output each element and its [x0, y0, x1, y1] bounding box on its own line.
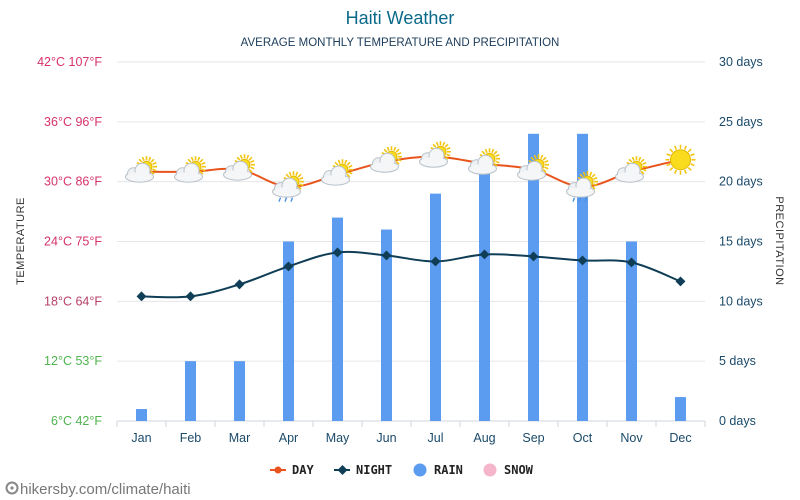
- pin-icon-dot: [10, 486, 14, 490]
- x-tick-label: Jun: [376, 431, 396, 445]
- x-tick-label: Jul: [428, 431, 444, 445]
- right-axis-title: PRECIPITATION: [773, 196, 785, 285]
- right-tick-label: 0 days: [719, 414, 756, 428]
- left-tick-label: 18°C 64°F: [44, 294, 102, 308]
- legend-item-day[interactable]: DAY: [270, 463, 314, 477]
- rain-bar: [381, 229, 392, 421]
- legend-label: RAIN: [434, 463, 463, 477]
- rain-bar: [185, 361, 196, 421]
- x-tick-label: Aug: [473, 431, 495, 445]
- partly-cloudy-icon: [419, 141, 451, 168]
- left-tick-label: 42°C 107°F: [37, 55, 102, 69]
- right-tick-label: 30 days: [719, 55, 763, 69]
- x-tick-label: Sep: [522, 431, 544, 445]
- chart-legend: DAY NIGHT RAIN SNOW: [270, 463, 534, 477]
- rain-bar: [577, 133, 588, 422]
- partly-cloudy-icon: [468, 148, 500, 175]
- night-point: [185, 291, 196, 302]
- partly-cloudy-icon: [125, 156, 157, 183]
- legend-swatch: [413, 463, 427, 477]
- temperature-lines: [136, 155, 686, 302]
- x-tick-label: Oct: [573, 431, 593, 445]
- partly-cloudy-icon: [223, 154, 255, 181]
- x-tick-label: Dec: [669, 431, 691, 445]
- rain-bar: [528, 133, 539, 422]
- partly-cloudy-icon: [370, 146, 402, 173]
- legend-item-night[interactable]: NIGHT: [334, 463, 392, 477]
- x-tick-label: Feb: [180, 431, 202, 445]
- legend-item-rain[interactable]: RAIN: [413, 463, 463, 477]
- night-point: [234, 279, 245, 290]
- chart-title: Haiti Weather: [346, 8, 455, 28]
- x-axis-ticks: Jan Feb Mar Apr May Jun Jul Aug Sep Oct Nov Dec: [131, 431, 691, 445]
- right-tick-label: 20 days: [719, 175, 763, 189]
- rain-bar: [626, 241, 637, 421]
- weather-icons: [125, 141, 696, 202]
- legend-label: NIGHT: [356, 463, 392, 477]
- partly-cloudy-icon: [321, 159, 353, 186]
- chart-subtitle: AVERAGE MONTHLY TEMPERATURE AND PRECIPIT…: [241, 37, 560, 49]
- x-tick-label: May: [326, 431, 350, 445]
- rain-bar: [479, 169, 490, 421]
- right-tick-label: 25 days: [719, 115, 763, 129]
- legend-marker: [274, 466, 282, 474]
- night-point: [136, 291, 147, 302]
- pin-icon: [5, 481, 19, 495]
- night-point: [283, 261, 294, 272]
- night-point: [626, 257, 637, 268]
- partly-cloudy-icon: [615, 156, 647, 183]
- left-tick-label: 30°C 86°F: [44, 175, 102, 189]
- left-axis-ticks: 42°C 107°F 36°C 96°F 30°C 86°F 24°C 75°F 18°…: [37, 55, 102, 428]
- rain-shower-icon: [566, 171, 598, 202]
- grid-lines: [116, 61, 706, 427]
- rain-bars: [136, 133, 686, 422]
- left-tick-label: 24°C 75°F: [44, 235, 102, 249]
- x-tick-label: Apr: [279, 431, 298, 445]
- day-line: [141, 155, 681, 188]
- right-tick-label: 10 days: [719, 294, 763, 308]
- rain-bar: [234, 361, 245, 421]
- rain-bar: [332, 217, 343, 421]
- night-point: [675, 276, 686, 287]
- legend-marker: [337, 465, 348, 475]
- left-tick-label: 6°C 42°F: [51, 414, 102, 428]
- partly-cloudy-icon: [517, 154, 549, 181]
- right-tick-label: 15 days: [719, 235, 763, 249]
- legend-label: DAY: [292, 463, 314, 477]
- sun-icon: [665, 144, 696, 175]
- night-point: [381, 250, 392, 261]
- rain-bar: [136, 409, 147, 421]
- legend-label: SNOW: [504, 463, 534, 477]
- night-line: [141, 250, 681, 299]
- night-point: [577, 255, 588, 266]
- left-tick-label: 12°C 53°F: [44, 354, 102, 368]
- rain-bar: [430, 193, 441, 421]
- x-tick-label: Mar: [229, 431, 251, 445]
- rain-bar: [283, 241, 294, 421]
- right-tick-label: 5 days: [719, 354, 756, 368]
- left-tick-label: 36°C 96°F: [44, 115, 102, 129]
- legend-swatch: [483, 463, 497, 477]
- x-tick-label: Nov: [620, 431, 643, 445]
- right-axis-ticks: 30 days 25 days 20 days 15 days 10 days 5 day…: [719, 55, 763, 428]
- rain-shower-icon: [272, 171, 304, 202]
- rain-bar: [675, 397, 686, 421]
- left-axis-title: TEMPERATURE: [15, 197, 27, 285]
- x-tick-label: Jan: [131, 431, 151, 445]
- night-point: [332, 247, 343, 258]
- source-link[interactable]: hikersby.com/climate/haiti: [5, 481, 191, 498]
- legend-item-snow[interactable]: SNOW: [483, 463, 534, 477]
- source-url: hikersby.com/climate/haiti: [20, 481, 191, 498]
- partly-cloudy-icon: [174, 156, 206, 183]
- night-point: [430, 256, 441, 267]
